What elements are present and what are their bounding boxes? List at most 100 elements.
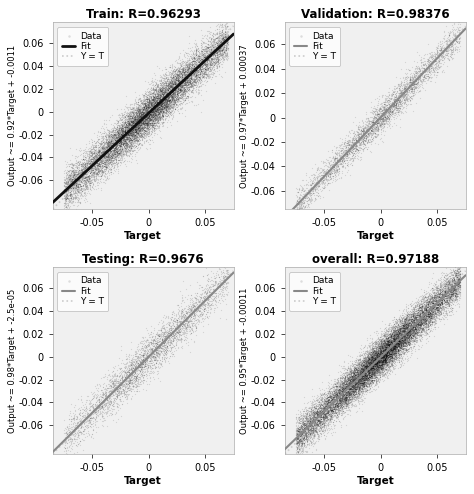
Data <box>452 307 460 315</box>
Data <box>178 74 186 82</box>
Data <box>308 416 315 424</box>
Data <box>336 393 343 401</box>
Data <box>102 146 110 154</box>
Data <box>455 13 462 21</box>
Data <box>149 345 156 353</box>
Data <box>205 51 212 59</box>
Data <box>413 310 421 318</box>
Data <box>194 52 202 60</box>
Data <box>410 321 418 329</box>
Data <box>134 111 142 119</box>
Data <box>333 394 340 402</box>
Data <box>323 414 330 422</box>
Data <box>130 116 137 124</box>
Data <box>384 331 392 339</box>
Data <box>337 391 345 399</box>
Data <box>164 91 172 99</box>
Data <box>438 303 445 311</box>
Data <box>96 166 104 174</box>
Data <box>402 339 410 347</box>
Data <box>410 329 418 337</box>
Data <box>408 312 415 320</box>
Data <box>183 72 191 80</box>
Data <box>412 62 420 70</box>
Data <box>407 323 415 331</box>
Data <box>392 334 400 342</box>
Data <box>386 115 393 123</box>
Data <box>118 120 126 128</box>
Data <box>194 66 201 74</box>
Data <box>212 298 219 306</box>
Data <box>164 85 172 93</box>
Data <box>152 111 159 119</box>
Data <box>422 297 430 305</box>
Data <box>201 284 209 292</box>
Data <box>451 282 458 290</box>
Data <box>325 392 333 400</box>
Data <box>163 90 171 98</box>
Data <box>208 35 216 42</box>
Data <box>152 92 160 100</box>
Data <box>114 361 121 369</box>
Data <box>433 298 440 306</box>
Data <box>400 84 408 92</box>
Data <box>374 342 381 350</box>
Data <box>120 139 128 147</box>
Data <box>427 307 435 315</box>
Data <box>143 117 150 124</box>
Data <box>79 414 86 422</box>
Data <box>97 399 104 407</box>
Data <box>449 290 457 298</box>
Data <box>436 315 443 323</box>
Data <box>431 294 439 302</box>
Data <box>446 42 454 50</box>
Data <box>447 40 454 48</box>
Data <box>128 133 136 141</box>
Data <box>406 96 413 104</box>
Data <box>156 90 164 98</box>
Data <box>149 110 157 118</box>
Data <box>355 390 363 398</box>
Data <box>398 341 406 349</box>
Data <box>302 435 310 443</box>
Data <box>173 97 181 105</box>
Data <box>454 278 461 286</box>
Data <box>353 374 360 382</box>
Data <box>180 70 187 78</box>
Data <box>192 82 200 90</box>
Data <box>438 292 445 300</box>
Data <box>446 302 453 310</box>
Data <box>321 413 329 421</box>
Data <box>297 417 304 425</box>
Data <box>133 112 140 120</box>
Data <box>201 301 209 309</box>
Data <box>359 369 367 376</box>
Data <box>340 394 348 402</box>
Data <box>107 139 114 147</box>
Data <box>94 406 102 414</box>
Data <box>137 139 144 147</box>
Data <box>136 132 144 140</box>
Data <box>308 410 316 417</box>
Data <box>294 435 302 443</box>
Data <box>419 313 427 321</box>
Data <box>416 324 423 331</box>
Data <box>318 418 326 426</box>
Data <box>130 113 138 121</box>
Data <box>389 357 396 365</box>
Data <box>363 375 371 383</box>
Data <box>397 102 405 110</box>
Data <box>402 329 410 337</box>
Data <box>105 160 112 168</box>
Data <box>80 156 88 164</box>
Data <box>401 81 409 89</box>
Data <box>73 179 81 187</box>
Data <box>405 325 412 333</box>
Data <box>331 401 339 409</box>
Data <box>358 144 365 152</box>
Data <box>341 403 349 411</box>
Data <box>66 178 73 186</box>
Data <box>368 365 375 372</box>
Data <box>366 371 374 379</box>
Data <box>394 335 401 343</box>
